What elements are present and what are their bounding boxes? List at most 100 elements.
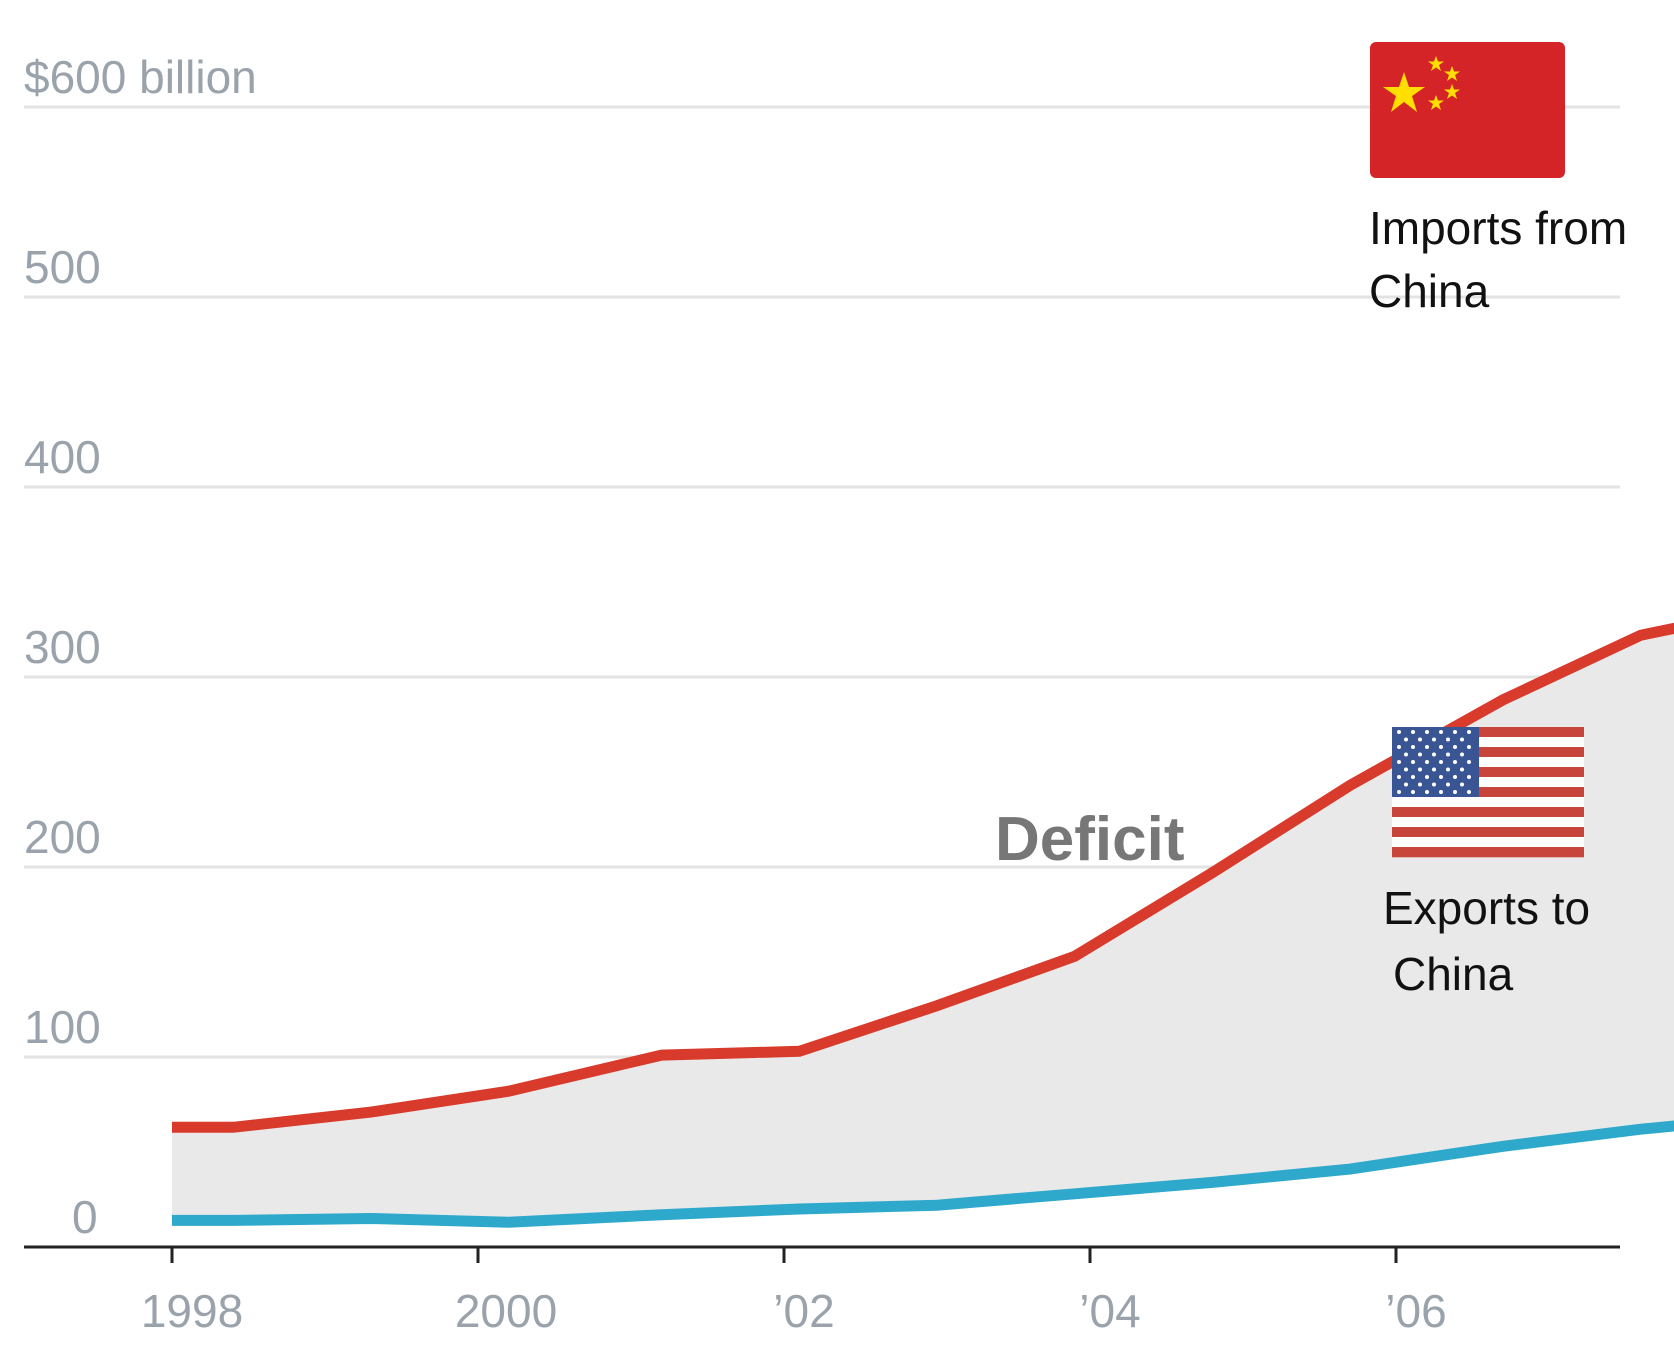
us-flag-stripe bbox=[1392, 837, 1584, 848]
us-flag-star bbox=[1467, 730, 1471, 734]
us-flag-canton bbox=[1392, 727, 1479, 797]
imports-label: Imports from China bbox=[1369, 202, 1627, 317]
y-tick-label: 0 bbox=[72, 1191, 98, 1243]
us-flag-stripe bbox=[1392, 827, 1584, 838]
deficit-area bbox=[172, 628, 1674, 1223]
us-flag-star bbox=[1439, 775, 1443, 779]
us-flag-stripe bbox=[1392, 817, 1584, 828]
us-flag-star bbox=[1467, 775, 1471, 779]
us-flag-star bbox=[1397, 775, 1401, 779]
us-flag-star bbox=[1467, 745, 1471, 749]
us-flag-star bbox=[1439, 790, 1443, 794]
y-tick-label: 300 bbox=[24, 621, 101, 673]
us-flag-star bbox=[1446, 752, 1450, 757]
us-flag-star bbox=[1397, 730, 1401, 734]
us-flag-star bbox=[1418, 752, 1422, 757]
us-flag-stripe bbox=[1392, 787, 1584, 798]
us-flag-star bbox=[1432, 782, 1436, 787]
us-flag-star bbox=[1446, 782, 1450, 787]
imports-label-line1: Imports from bbox=[1369, 202, 1627, 254]
us-flag-star bbox=[1453, 790, 1457, 794]
us-flag-star bbox=[1397, 790, 1401, 794]
us-flag-star bbox=[1404, 782, 1408, 787]
us-flag-star bbox=[1404, 737, 1408, 742]
y-tick-label: 100 bbox=[24, 1001, 101, 1053]
china-flag-small-star bbox=[1428, 56, 1444, 71]
x-tick-label: 2000 bbox=[455, 1285, 557, 1337]
us-flag-star bbox=[1439, 730, 1443, 734]
us-flag-star bbox=[1460, 737, 1464, 742]
us-flag-star bbox=[1411, 760, 1415, 764]
china-flag-small-star bbox=[1444, 66, 1460, 81]
us-flag-star bbox=[1460, 782, 1464, 787]
us-flag-star bbox=[1425, 730, 1429, 734]
china-flag-big-star bbox=[1383, 72, 1425, 112]
us-flag-stripe bbox=[1392, 757, 1584, 768]
deficit-label: Deficit bbox=[995, 805, 1184, 874]
us-flag-star bbox=[1453, 775, 1457, 779]
exports-line bbox=[172, 1120, 1674, 1228]
us-flag-star bbox=[1425, 775, 1429, 779]
us-flag-stripe bbox=[1392, 847, 1584, 858]
us-flag-star bbox=[1432, 767, 1436, 772]
us-flag-star bbox=[1425, 760, 1429, 764]
us-flag-stripe bbox=[1392, 747, 1584, 758]
us-flag-star bbox=[1446, 767, 1450, 772]
us-flag-star bbox=[1411, 745, 1415, 749]
y-tick-label: 200 bbox=[24, 811, 101, 863]
us-flag-stripe bbox=[1392, 797, 1584, 808]
x-tick-label: ’04 bbox=[1079, 1285, 1140, 1337]
us-flag-star bbox=[1418, 737, 1422, 742]
china-flag-icon bbox=[1370, 42, 1565, 178]
china-flag-small-star bbox=[1444, 84, 1460, 99]
x-axis bbox=[24, 1245, 1620, 1263]
series-lines bbox=[172, 622, 1674, 1228]
china-flag-field bbox=[1370, 42, 1565, 178]
us-flag-star bbox=[1404, 752, 1408, 757]
y-tick-label: 400 bbox=[24, 431, 101, 483]
x-tick-label: 1998 bbox=[141, 1285, 243, 1337]
exports-label: Exports to China bbox=[1383, 882, 1590, 1000]
us-flag-stripe bbox=[1392, 777, 1584, 788]
us-flag-star bbox=[1411, 730, 1415, 734]
us-flag-star bbox=[1446, 737, 1450, 742]
y-tick-label: 500 bbox=[24, 241, 101, 293]
us-flag-star bbox=[1453, 730, 1457, 734]
us-flag-stripes bbox=[1392, 727, 1584, 858]
us-flag-stripe bbox=[1392, 727, 1584, 738]
us-flag-star bbox=[1460, 752, 1464, 757]
us-flag-stripe bbox=[1392, 737, 1584, 748]
us-flag-stripe bbox=[1392, 767, 1584, 778]
us-flag-star bbox=[1467, 790, 1471, 794]
us-flag-stars bbox=[1397, 730, 1471, 794]
x-tick-label: ’02 bbox=[773, 1285, 834, 1337]
us-flag-star bbox=[1439, 745, 1443, 749]
us-flag-star bbox=[1418, 767, 1422, 772]
exports-label-line2: China bbox=[1393, 948, 1514, 1000]
us-flag-star bbox=[1418, 782, 1422, 787]
us-flag-star bbox=[1439, 760, 1443, 764]
china-flag-small-star bbox=[1428, 95, 1444, 110]
us-flag-stripe bbox=[1392, 807, 1584, 818]
y-tick-label: $600 billion bbox=[24, 51, 257, 103]
us-flag-star bbox=[1397, 745, 1401, 749]
us-flag-star bbox=[1453, 745, 1457, 749]
us-flag-star bbox=[1411, 790, 1415, 794]
exports-label-line1: Exports to bbox=[1383, 882, 1590, 934]
us-flag-star bbox=[1404, 767, 1408, 772]
us-flag-star bbox=[1432, 752, 1436, 757]
us-flag-icon bbox=[1392, 727, 1584, 858]
x-tick-label: ’06 bbox=[1385, 1285, 1446, 1337]
imports-label-line2: China bbox=[1369, 265, 1490, 317]
us-flag-star bbox=[1467, 760, 1471, 764]
us-flag-star bbox=[1425, 790, 1429, 794]
imports-line bbox=[172, 622, 1674, 1133]
us-flag-star bbox=[1432, 737, 1436, 742]
deficit-area-group bbox=[172, 628, 1674, 1223]
us-flag-star bbox=[1460, 767, 1464, 772]
us-flag-star bbox=[1411, 775, 1415, 779]
us-flag-star bbox=[1397, 760, 1401, 764]
y-tick-labels: 0 100 200 300 400 500 $600 billion bbox=[24, 51, 257, 1243]
